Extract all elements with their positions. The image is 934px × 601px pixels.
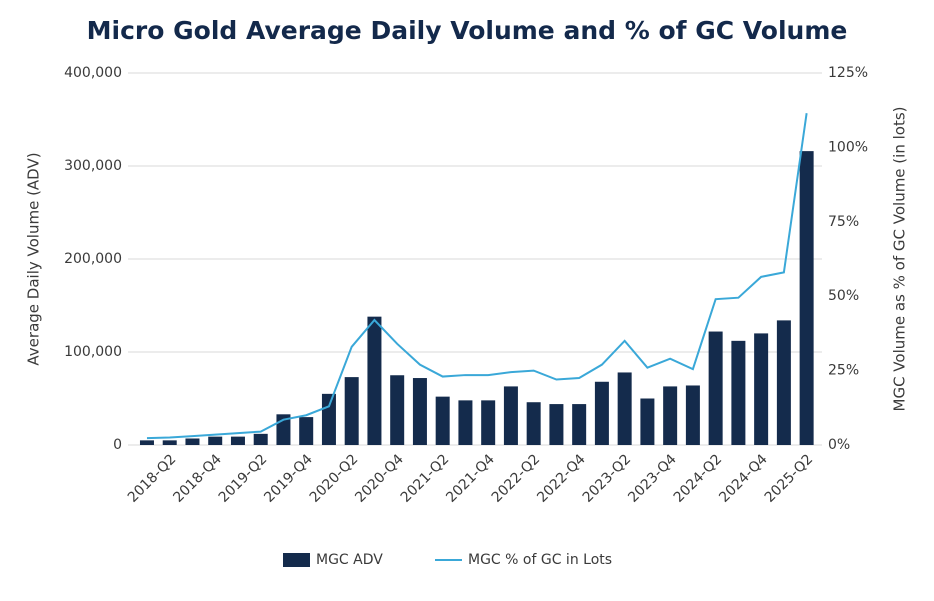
y-tick-label: 400,000 (64, 65, 122, 81)
bar (435, 396, 450, 445)
y2-tick-label: 100% (828, 139, 868, 155)
y2-axis-title: MGC Volume as % of GC Volume (in lots) (891, 107, 909, 412)
bar (481, 400, 496, 445)
line (146, 113, 808, 440)
x-tick-label: 2019-Q4 (261, 451, 316, 506)
y2-tick-label: 75% (828, 214, 859, 230)
bar (162, 440, 177, 445)
bar (640, 398, 655, 445)
bar (185, 438, 200, 445)
x-tick-label: 2024-Q4 (716, 451, 771, 506)
bar (299, 417, 314, 445)
x-tick-label: 2022-Q4 (534, 451, 589, 506)
bar (390, 375, 405, 445)
x-tick-label: 2023-Q4 (625, 451, 680, 506)
y-tick-label: 100,000 (64, 344, 122, 360)
bar (139, 440, 154, 445)
legend-label: MGC % of GC in Lots (468, 552, 612, 568)
x-tick-label: 2020-Q2 (307, 451, 362, 506)
x-tick-label: 2022-Q2 (489, 451, 544, 506)
y-tick-label: 300,000 (64, 158, 122, 174)
bar (754, 333, 769, 445)
bar (776, 320, 791, 445)
y2-tick-label: 125% (828, 65, 868, 81)
x-tick-label: 2019-Q2 (216, 451, 271, 506)
bar (663, 386, 678, 445)
bar (617, 372, 632, 445)
legend-label: MGC ADV (316, 552, 383, 568)
x-tick-label: 2025-Q2 (762, 451, 817, 506)
x-tick-label: 2021-Q2 (398, 451, 453, 506)
x-tick-label: 2023-Q2 (580, 451, 635, 506)
bar (526, 402, 541, 445)
legend-swatch (283, 553, 310, 567)
bar (253, 433, 268, 445)
y-axis-title: Average Daily Volume (ADV) (25, 152, 43, 365)
y2-tick-label: 0% (828, 437, 850, 453)
bar (321, 393, 336, 445)
bar (731, 340, 746, 445)
bar (708, 331, 723, 445)
bar (367, 316, 382, 445)
x-tick-label: 2018-Q4 (170, 451, 225, 506)
bar (458, 400, 473, 445)
bar (799, 151, 814, 445)
bar (594, 381, 609, 445)
bar (685, 385, 700, 445)
bar (208, 436, 223, 445)
y2-tick-label: 25% (828, 363, 859, 379)
bar (572, 404, 587, 445)
y2-tick-label: 50% (828, 288, 859, 304)
x-tick-label: 2021-Q4 (443, 451, 498, 506)
bar (230, 436, 245, 445)
bar (503, 386, 518, 445)
chart-title: Micro Gold Average Daily Volume and % of… (87, 16, 848, 45)
y-tick-label: 200,000 (64, 251, 122, 267)
x-tick-label: 2020-Q4 (352, 451, 407, 506)
y-tick-label: 0 (113, 437, 122, 453)
bar (549, 404, 564, 445)
x-tick-label: 2018-Q2 (125, 451, 180, 506)
x-tick-label: 2024-Q2 (671, 451, 726, 506)
bar (344, 377, 359, 445)
bar (412, 378, 427, 445)
